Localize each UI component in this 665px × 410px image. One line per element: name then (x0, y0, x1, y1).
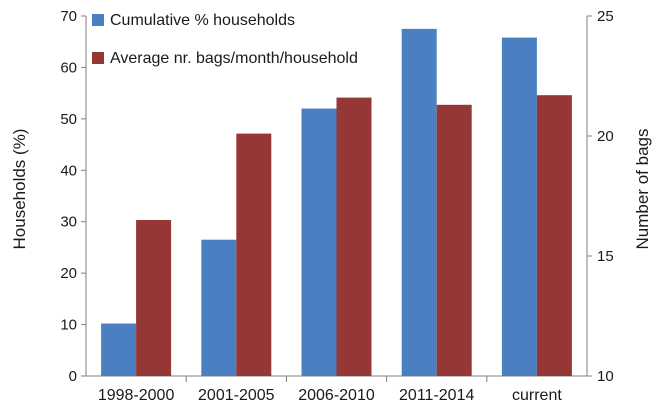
legend: Cumulative % households Average nr. bags… (92, 12, 358, 67)
x-tick-label: current (512, 387, 562, 404)
x-tick-label: 2011-2014 (399, 387, 474, 404)
bar-average-bags (436, 104, 472, 377)
legend-label-average-bags: Average nr. bags/month/household (110, 50, 358, 67)
y-left-tick-label: 30 (60, 214, 77, 231)
y-left-tick-label: 40 (60, 162, 77, 179)
bar-cumulative-households (101, 323, 137, 376)
bar-average-bags (136, 220, 172, 376)
bar-cumulative-households (201, 239, 237, 376)
y-right-tick-label: 10 (597, 368, 614, 385)
y-left-tick-label: 50 (60, 111, 77, 128)
bar-average-bags (336, 97, 372, 376)
y-right-tick-label: 20 (597, 128, 614, 145)
bars (101, 28, 572, 377)
legend-swatch-cumulative (92, 14, 104, 26)
x-tick-label: 2001-2005 (198, 387, 275, 404)
y-left-tick-label: 70 (60, 8, 77, 25)
y-left-axis-label: Households (%) (10, 129, 29, 250)
x-tick-label: 2006-2010 (298, 387, 375, 404)
legend-swatch-average-bags (92, 52, 104, 64)
legend-label-cumulative: Cumulative % households (110, 12, 295, 29)
y-left-tick-label: 60 (60, 59, 77, 76)
bar-average-bags (536, 95, 572, 376)
y-left-tick-label: 10 (60, 317, 77, 334)
bar-average-bags (236, 133, 272, 376)
y-right-tick-label: 15 (597, 248, 614, 265)
x-tick-label: 1998-2000 (98, 387, 175, 404)
bar-cumulative-households (501, 37, 537, 376)
y-left-tick-label: 20 (60, 265, 77, 282)
tick-labels: 0 10 20 30 40 50 60 70 10 15 20 25 1998-2000 2001-200… (60, 8, 613, 404)
bar-cumulative-households (401, 28, 437, 376)
y-right-axis-label: Number of bags (633, 129, 652, 250)
y-right-tick-label: 25 (597, 8, 614, 25)
y-left-tick-label: 0 (69, 368, 77, 385)
bar-cumulative-households (301, 108, 337, 377)
